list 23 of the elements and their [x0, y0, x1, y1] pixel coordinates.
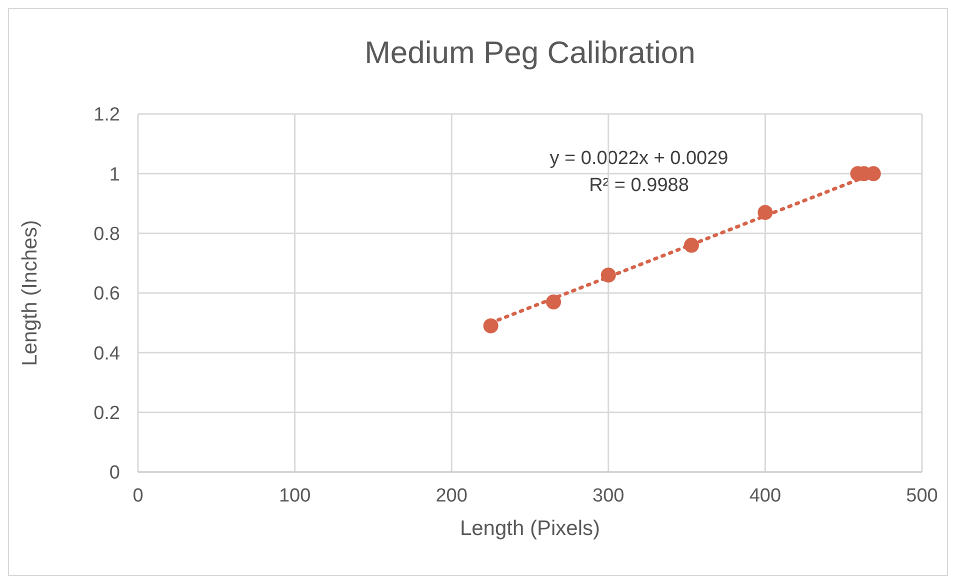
annotation: R² = 0.9988 — [588, 174, 690, 198]
y-tick-label: 0.4 — [94, 343, 120, 364]
point — [546, 294, 562, 310]
x-tick-label: 200 — [436, 485, 468, 506]
x-tick-label: 400 — [749, 485, 782, 506]
y-tick-label: 1 — [109, 164, 120, 186]
chart-title: Medium Peg Calibration — [364, 35, 696, 71]
point — [684, 238, 700, 253]
point — [483, 318, 498, 334]
y-tick-label: 0.2 — [94, 403, 120, 424]
point — [600, 268, 616, 283]
y-tick-label: 1.2 — [94, 104, 120, 126]
annotation: y = 0.0022x + 0.0029 — [548, 147, 730, 171]
x-tick-label: 300 — [592, 485, 624, 506]
y-axis-title: Length (Inches) — [18, 220, 42, 366]
x-tick-label: 100 — [278, 485, 311, 506]
x-axis-title: Length (Pixels) — [460, 517, 600, 540]
x-tick-label: 500 — [906, 485, 938, 506]
y-tick-label: 0.6 — [94, 284, 120, 305]
x-tick-label: 0 — [132, 485, 144, 506]
y-tick-label: 0.8 — [94, 224, 120, 246]
y-tick-label: 0 — [109, 462, 120, 484]
point — [758, 204, 773, 220]
